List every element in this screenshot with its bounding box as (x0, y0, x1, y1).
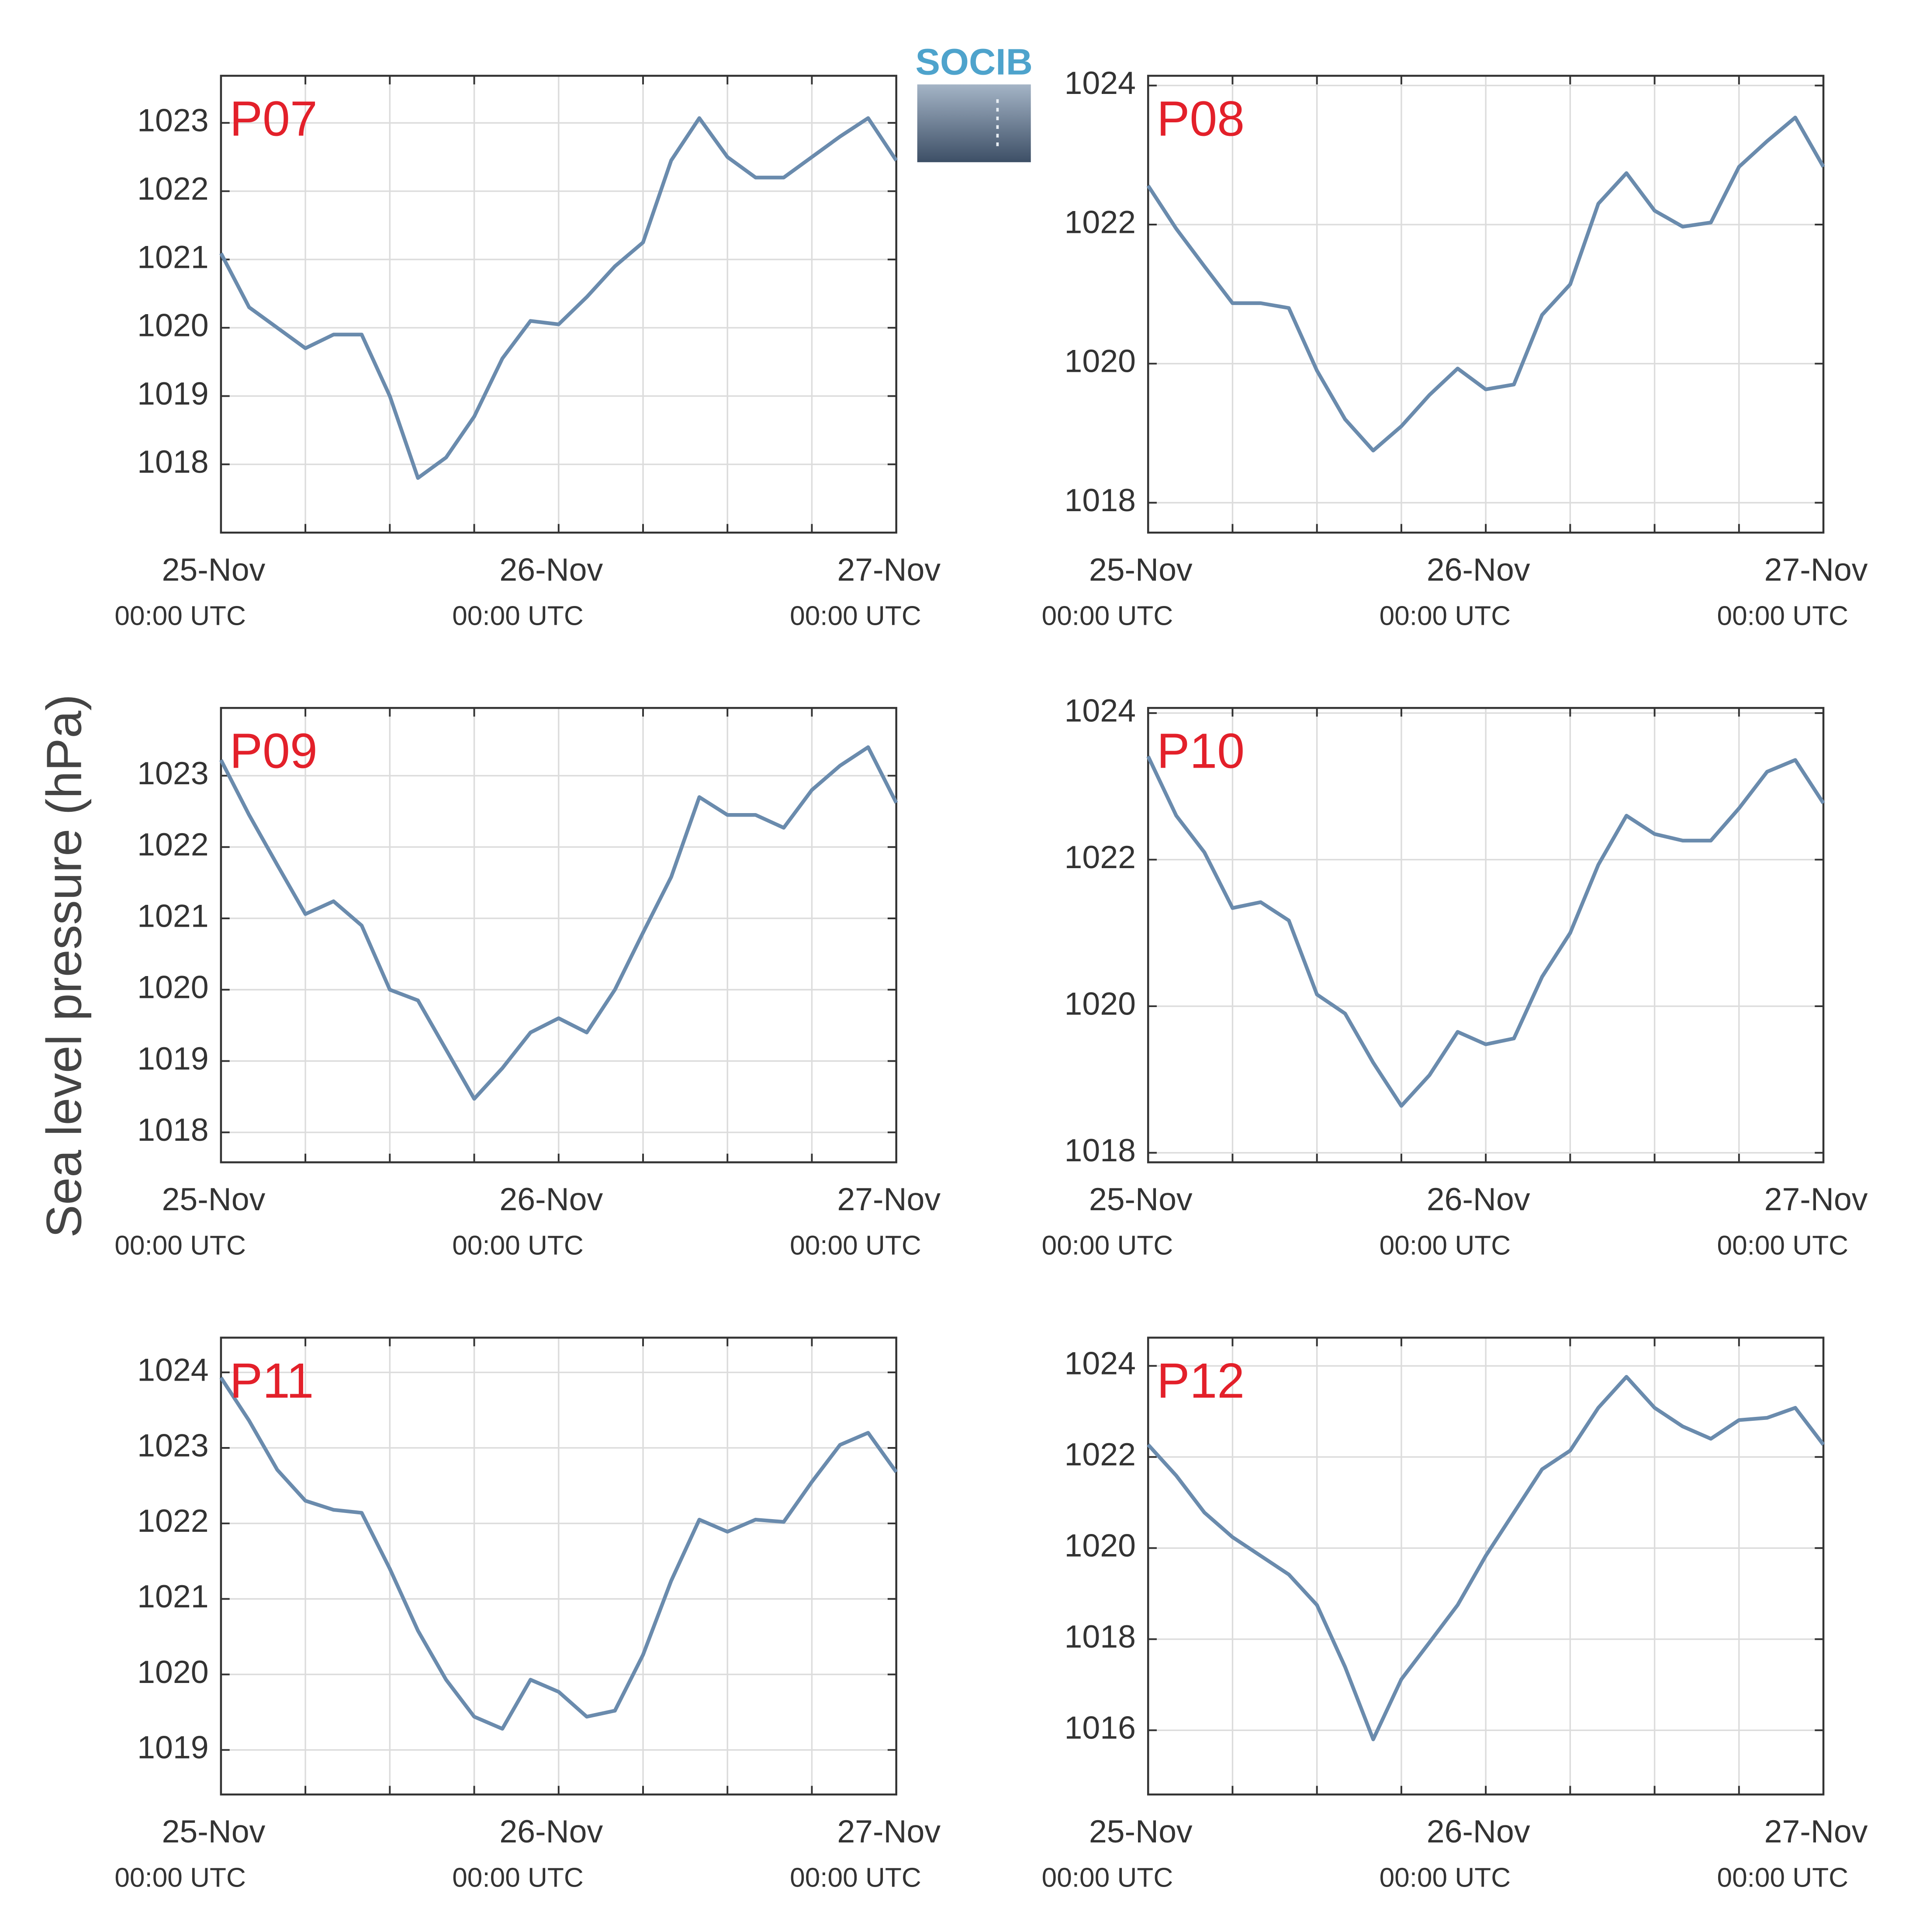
x-tick-sublabel: 00:00 UTC (1380, 1863, 1511, 1893)
x-tick-sublabel: 00:00 UTC (1717, 1863, 1849, 1893)
x-tick-label: 25-Nov (1089, 551, 1193, 588)
panel: 1016 1018 1020 1022 1024 25-Nov 00:00 UTC 26-No… (1042, 1336, 1868, 1893)
y-tick-label: 1022 (1064, 204, 1135, 240)
plot-frame (220, 707, 897, 1163)
y-tick-label: 1022 (137, 1503, 208, 1539)
panel-title: P10 (1157, 724, 1245, 779)
y-tick-label: 1024 (1064, 1345, 1135, 1381)
y-tick-label: 1021 (137, 897, 208, 934)
y-tick-label: 1018 (1064, 1132, 1135, 1168)
y-tick-label: 1018 (137, 1111, 208, 1148)
x-tick-sublabel: 00:00 UTC (790, 601, 921, 631)
x-tick-label: 26-Nov (1427, 1181, 1530, 1217)
y-tick-label: 1020 (137, 307, 208, 343)
y-tick-label: 1022 (1064, 839, 1135, 875)
x-tick-label: 25-Nov (162, 551, 265, 588)
x-tick-sublabel: 00:00 UTC (1380, 1231, 1511, 1261)
x-tick-sublabel: 00:00 UTC (114, 1863, 246, 1893)
panel-title: P11 (230, 1353, 314, 1408)
y-tick-label: 1020 (137, 1654, 208, 1690)
y-tick-label: 1022 (1064, 1436, 1135, 1472)
x-tick-sublabel: 00:00 UTC (790, 1231, 921, 1261)
y-tick-label: 1018 (137, 443, 208, 480)
y-tick-label: 1018 (1064, 1618, 1135, 1655)
panel: 1018 1019 1020 1021 1022 1023 25-Nov 00:00 UTC 2… (114, 707, 941, 1261)
y-tick-label: 1020 (1064, 1527, 1135, 1564)
line-series (1146, 115, 1825, 453)
panel: 1019 1020 1021 1022 1023 1024 25-Nov 00:00 UTC 2… (114, 1336, 941, 1893)
line-series (219, 116, 898, 480)
x-tick-sublabel: 00:00 UTC (452, 601, 584, 631)
y-tick-label: 1022 (137, 170, 208, 207)
y-tick-label: 1024 (137, 1352, 208, 1388)
x-tick-sublabel: 00:00 UTC (1042, 601, 1173, 631)
plot-frame (1147, 1336, 1825, 1796)
y-tick-label: 1022 (137, 826, 208, 862)
plot-frame (1147, 707, 1825, 1163)
x-tick-sublabel: 00:00 UTC (1717, 1231, 1849, 1261)
x-tick-sublabel: 00:00 UTC (114, 1231, 246, 1261)
line-series (219, 745, 898, 1101)
x-tick-sublabel: 00:00 UTC (790, 1863, 921, 1893)
y-tick-label: 1021 (137, 1578, 208, 1614)
x-tick-label: 25-Nov (1089, 1813, 1193, 1849)
x-tick-sublabel: 00:00 UTC (452, 1231, 584, 1261)
y-tick-label: 1023 (137, 102, 208, 138)
x-tick-label: 25-Nov (162, 1181, 265, 1217)
panel-title: P07 (230, 91, 318, 146)
panel: 1018 1020 1022 1024 25-Nov 00:00 UTC 26-Nov 00:… (1042, 65, 1868, 631)
x-tick-label: 27-Nov (1764, 1181, 1868, 1217)
x-tick-sublabel: 00:00 UTC (1042, 1863, 1173, 1893)
logo-text: SOCIB (916, 41, 1033, 82)
y-tick-label: 1019 (137, 1040, 208, 1077)
x-tick-label: 27-Nov (1764, 1813, 1868, 1849)
y-tick-label: 1024 (1064, 65, 1135, 101)
y-tick-label: 1016 (1064, 1710, 1135, 1746)
x-tick-label: 27-Nov (837, 551, 941, 588)
x-tick-label: 26-Nov (499, 1181, 603, 1217)
line-series (1146, 755, 1825, 1108)
y-tick-label: 1018 (1064, 482, 1135, 518)
line-series (219, 1376, 898, 1731)
plot-frame (220, 1336, 897, 1796)
y-axis-label: Sea level pressure (hPa) (36, 694, 91, 1238)
y-tick-label: 1023 (137, 755, 208, 791)
line-series (1147, 1375, 1825, 1742)
logo: SOCIB (916, 41, 1033, 163)
x-tick-sublabel: 00:00 UTC (1717, 601, 1849, 631)
x-tick-sublabel: 00:00 UTC (114, 601, 246, 631)
y-tick-label: 1019 (137, 375, 208, 412)
y-tick-label: 1020 (137, 969, 208, 1005)
x-tick-sublabel: 00:00 UTC (452, 1863, 584, 1893)
plot-frame (1147, 75, 1825, 534)
x-tick-label: 26-Nov (499, 551, 603, 588)
x-tick-label: 27-Nov (1764, 551, 1868, 588)
x-tick-sublabel: 00:00 UTC (1380, 601, 1511, 631)
y-tick-label: 1019 (137, 1729, 208, 1766)
x-tick-label: 25-Nov (1089, 1181, 1193, 1217)
logo-box (917, 84, 1031, 163)
x-tick-label: 27-Nov (837, 1181, 941, 1217)
x-tick-sublabel: 00:00 UTC (1042, 1231, 1173, 1261)
x-tick-label: 25-Nov (162, 1813, 265, 1849)
y-tick-label: 1024 (1064, 692, 1135, 729)
panel: 1018 1020 1022 1024 25-Nov 00:00 UTC 26-Nov 00:… (1042, 692, 1868, 1261)
plot-frame (220, 75, 897, 534)
x-tick-label: 26-Nov (499, 1813, 603, 1849)
x-tick-label: 27-Nov (837, 1813, 941, 1849)
panel-title: P09 (230, 724, 318, 779)
panel-title: P08 (1157, 91, 1245, 146)
panel-title: P12 (1157, 1353, 1245, 1408)
y-tick-label: 1021 (137, 239, 208, 275)
y-tick-label: 1020 (1064, 343, 1135, 379)
y-tick-label: 1020 (1064, 985, 1135, 1021)
x-tick-label: 26-Nov (1427, 1813, 1530, 1849)
y-tick-label: 1023 (137, 1427, 208, 1463)
x-tick-label: 26-Nov (1427, 551, 1530, 588)
panel: 1018 1019 1020 1021 1022 1023 25-Nov 00:00 UTC 2… (114, 75, 941, 631)
